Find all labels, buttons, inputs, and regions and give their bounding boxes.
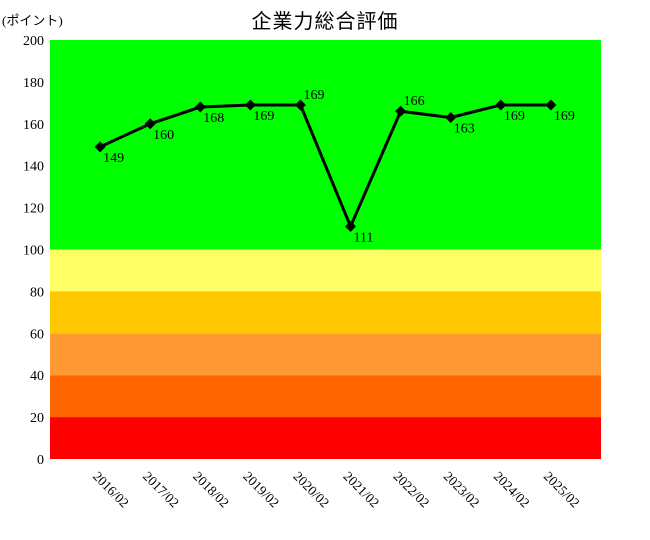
x-tick-label: 2023/02 <box>441 469 483 511</box>
data-point-value-label: 169 <box>554 109 575 124</box>
data-point-marker <box>144 118 156 130</box>
data-point-marker <box>395 105 407 117</box>
data-point-value-label: 163 <box>454 122 475 137</box>
data-point-marker <box>94 141 106 153</box>
x-tick-label: 2020/02 <box>290 469 332 511</box>
rating-band-80-100 <box>50 249 601 292</box>
chart-title: 企業力総合評価 <box>251 11 399 33</box>
data-point-marker <box>244 99 256 111</box>
y-axis-unit-label: (ポイント) <box>2 13 63 28</box>
data-point-value-label: 169 <box>303 88 324 103</box>
y-tick-label: 80 <box>30 285 44 300</box>
data-point-value-label: 111 <box>354 230 374 245</box>
x-tick-label: 2016/02 <box>90 469 132 511</box>
rating-band-100-200 <box>50 40 601 250</box>
x-tick-label: 2022/02 <box>391 469 433 511</box>
rating-band-60-80 <box>50 291 601 334</box>
data-point-value-label: 160 <box>153 128 174 143</box>
x-tick-label: 2018/02 <box>190 469 232 511</box>
data-point-marker <box>194 101 206 113</box>
data-point-marker <box>445 112 457 124</box>
data-point-marker <box>545 99 557 111</box>
y-tick-label: 140 <box>23 160 44 175</box>
rating-band-40-60 <box>50 333 601 376</box>
y-tick-label: 100 <box>23 244 44 259</box>
x-tick-label: 2024/02 <box>491 469 533 511</box>
data-series-line <box>98 103 553 228</box>
y-tick-label: 40 <box>30 369 44 384</box>
y-tick-label: 180 <box>23 76 44 91</box>
y-tick-label: 20 <box>30 411 44 426</box>
x-tick-label: 2019/02 <box>240 469 282 511</box>
data-point-value-label: 166 <box>404 94 425 109</box>
data-point-value-label: 168 <box>203 111 224 126</box>
rating-band-0-20 <box>50 417 601 459</box>
data-point-value-label: 149 <box>103 151 124 166</box>
data-point-marker <box>294 99 306 111</box>
x-tick-label: 2021/02 <box>340 469 382 511</box>
rating-band-20-40 <box>50 375 601 418</box>
data-point-marker <box>345 220 357 232</box>
data-point-value-label: 169 <box>253 109 274 124</box>
y-tick-label: 120 <box>23 202 44 217</box>
data-point-value-label: 169 <box>504 109 525 124</box>
y-tick-label: 0 <box>37 453 44 468</box>
y-tick-label: 160 <box>23 118 44 133</box>
y-tick-label: 200 <box>23 34 44 49</box>
data-point-marker <box>495 99 507 111</box>
x-tick-label: 2017/02 <box>140 469 182 511</box>
y-tick-label: 60 <box>30 327 44 342</box>
x-tick-label: 2025/02 <box>541 469 583 511</box>
